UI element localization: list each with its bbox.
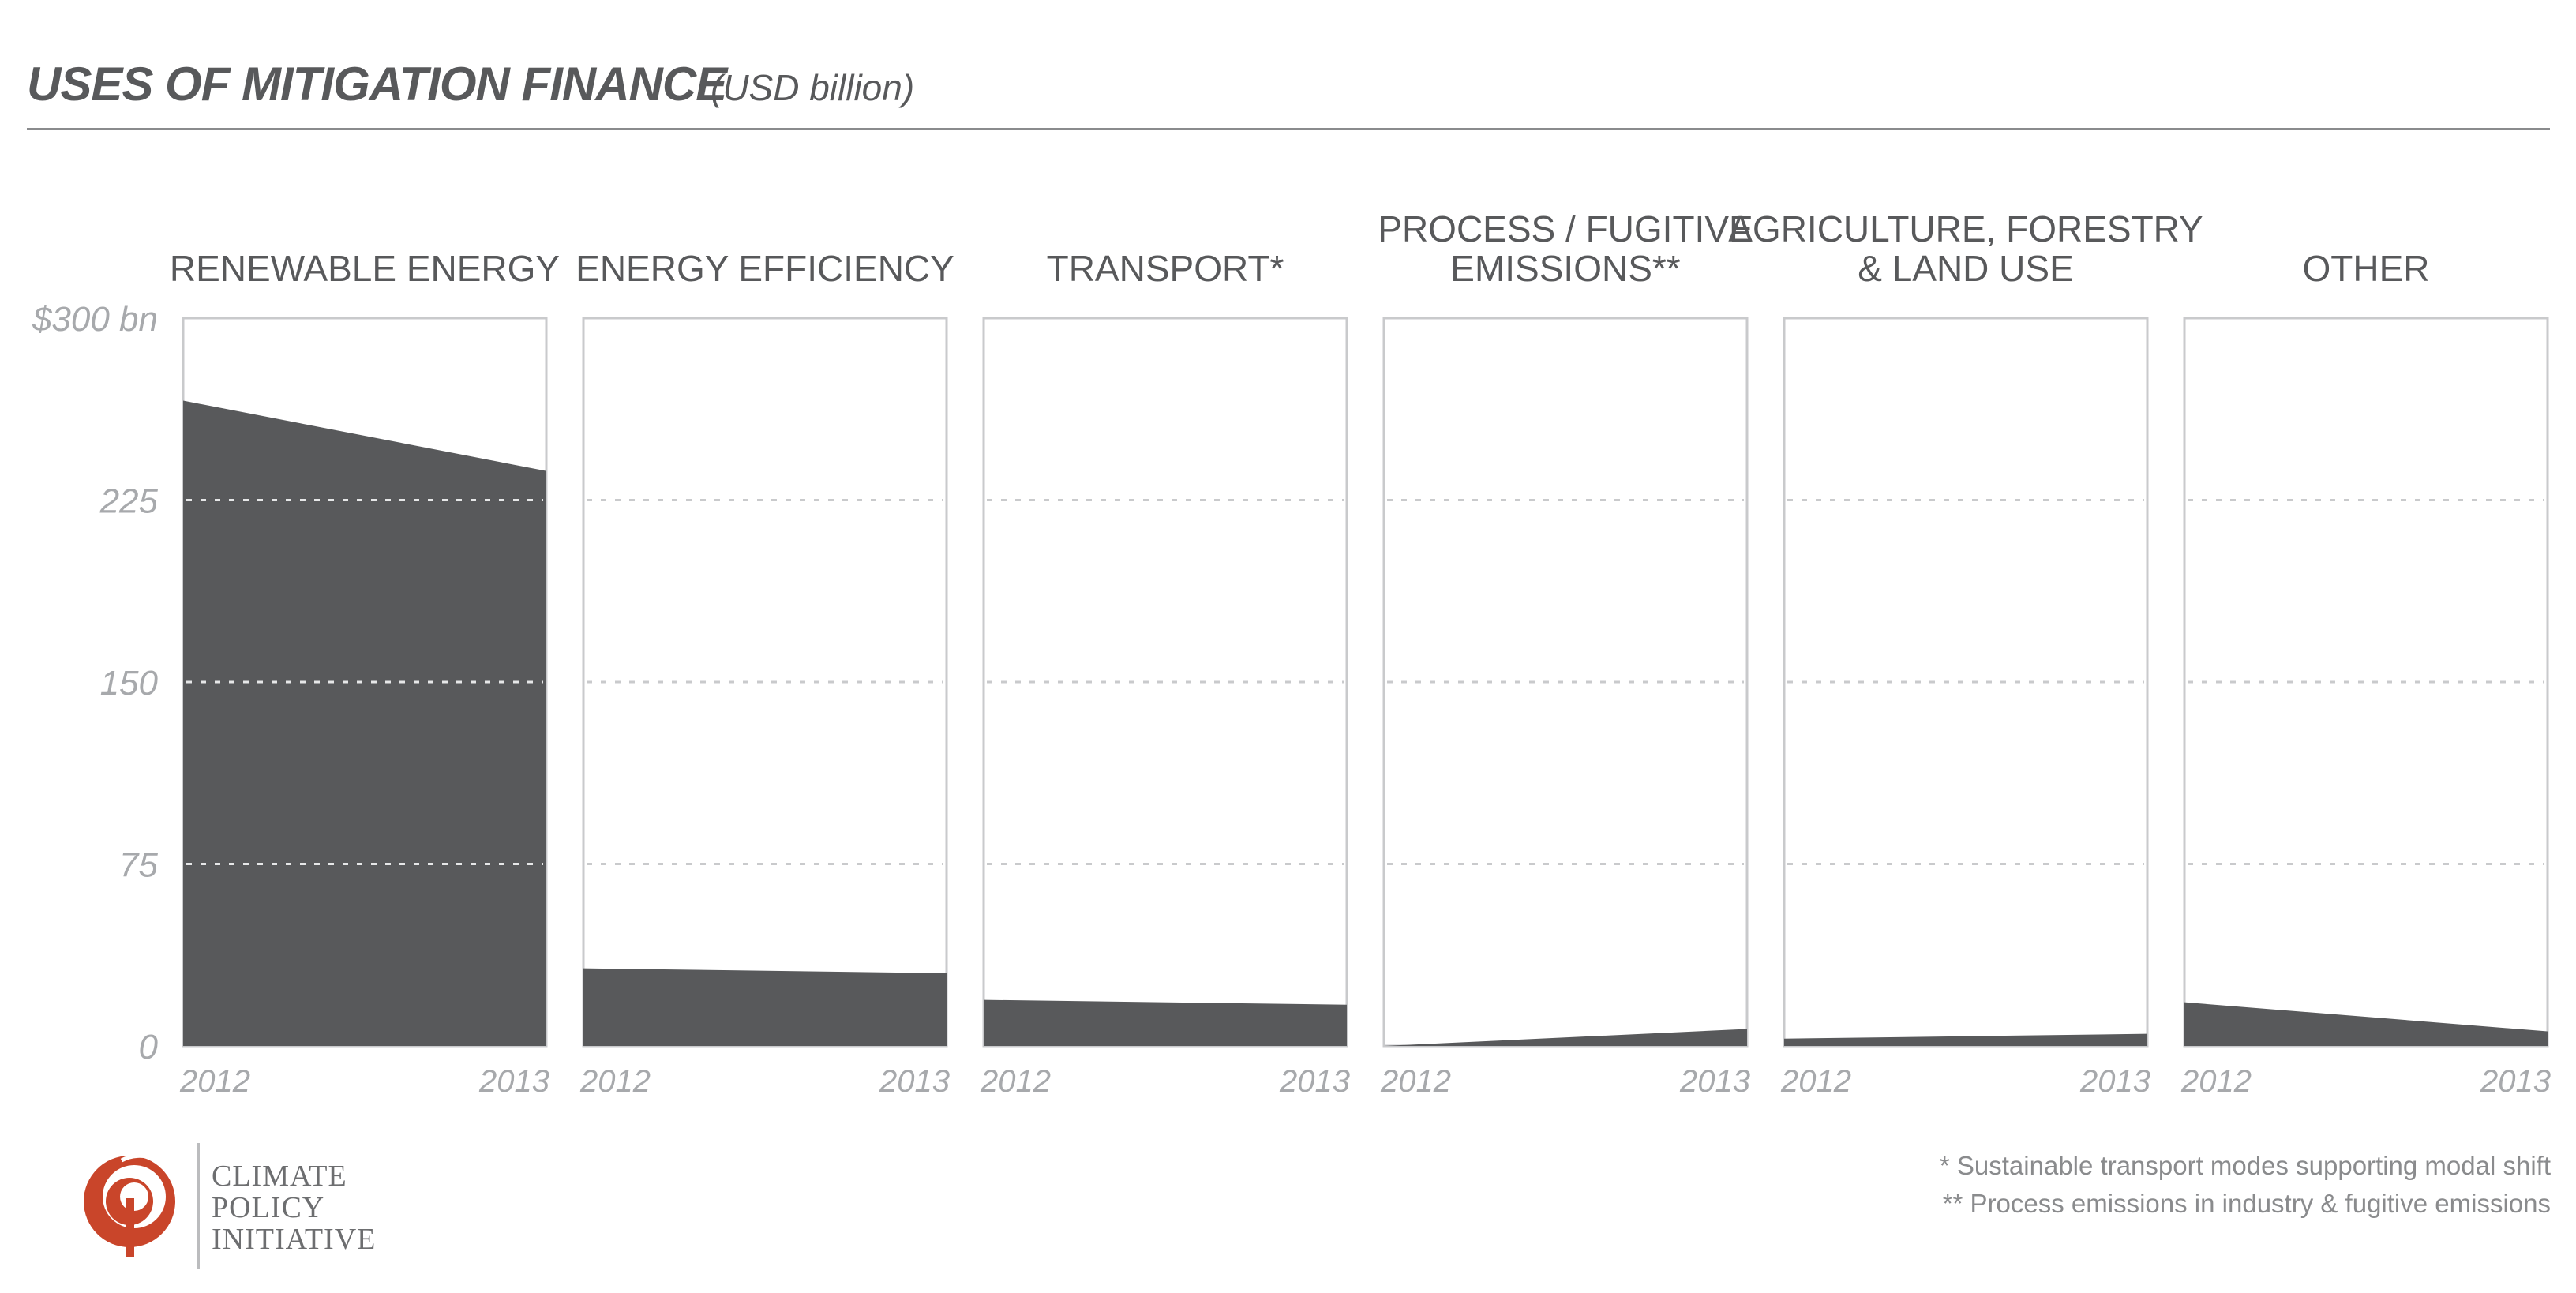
panel-label: EMISSIONS** [1450,248,1681,289]
chart-subtitle: (USD billion) [711,67,915,108]
y-tick-label: 0 [139,1028,159,1066]
logo-text-line: CLIMATE [212,1160,347,1193]
y-tick-label: 150 [100,664,159,703]
area-series [583,968,947,1046]
x-tick-label: 2012 [179,1064,250,1099]
panel-frame [582,317,948,1048]
y-tick-label: $300 bn [32,300,158,339]
x-tick-label: 2012 [2180,1064,2252,1099]
logo-text-line: INITIATIVE [212,1223,377,1256]
panel-label: OTHER [2303,248,2430,289]
area-series [1384,1029,1747,1046]
footnote-process: ** Process emissions in industry & fugit… [1942,1189,2551,1218]
chart-title: USES OF MITIGATION FINANCE [27,58,727,111]
title-divider [27,128,2550,130]
panel-frame [1382,317,1749,1048]
x-tick-label: 2012 [1380,1064,1451,1099]
footnote-transport: * Sustainable transport modes supporting… [1939,1151,2551,1180]
y-tick-label: 225 [99,482,159,521]
area-series [2184,1002,2548,1046]
panel-label: PROCESS / FUGITIVE [1378,208,1753,249]
area-series [183,400,546,1046]
logo-text-line: POLICY [212,1191,325,1224]
x-tick-label: 2013 [879,1064,950,1099]
x-tick-label: 2013 [1679,1064,1750,1099]
x-tick-label: 2013 [2079,1064,2150,1099]
x-tick-label: 2013 [478,1064,549,1099]
x-tick-label: 2013 [2480,1064,2551,1099]
x-tick-label: 2012 [1780,1064,1851,1099]
panel-frame [1783,317,2149,1048]
panel-label: ENERGY EFFICIENCY [576,248,954,289]
panel-label: & LAND USE [1858,248,2074,289]
logo-divider [197,1143,200,1269]
x-tick-label: 2013 [1279,1064,1350,1099]
x-tick-label: 2012 [579,1064,651,1099]
climate-policy-initiative-logo-icon [84,1153,179,1257]
panel-frame [982,317,1348,1048]
panel-label: RENEWABLE ENERGY [170,248,560,289]
x-tick-label: 2012 [980,1064,1051,1099]
panel-label: AGRICULTURE, FORESTRY [1728,208,2203,249]
panel-label: TRANSPORT* [1047,248,1284,289]
chart: 0 75 150 225 $300 bn RENEWABLE ENERGY 2012 2013… [32,208,2551,1099]
y-tick-label: 75 [119,846,158,885]
area-series [984,999,1347,1046]
panel-frame [2183,317,2549,1048]
area-series [1784,1033,2147,1046]
